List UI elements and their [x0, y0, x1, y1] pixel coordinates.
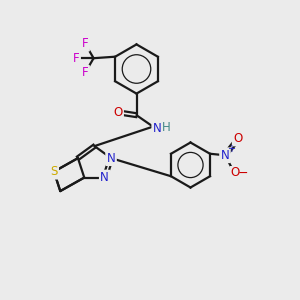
Text: O: O — [233, 132, 242, 145]
Text: O: O — [231, 166, 240, 179]
Text: F: F — [82, 37, 88, 50]
Text: N: N — [107, 152, 116, 165]
Text: F: F — [73, 52, 80, 65]
Text: H: H — [162, 121, 171, 134]
Text: F: F — [82, 66, 88, 79]
Text: N: N — [220, 149, 230, 162]
Text: S: S — [50, 165, 58, 178]
Text: O: O — [113, 106, 122, 119]
Text: N: N — [153, 122, 162, 135]
Text: +: + — [227, 144, 235, 154]
Text: N: N — [100, 171, 109, 184]
Text: −: − — [238, 167, 248, 180]
